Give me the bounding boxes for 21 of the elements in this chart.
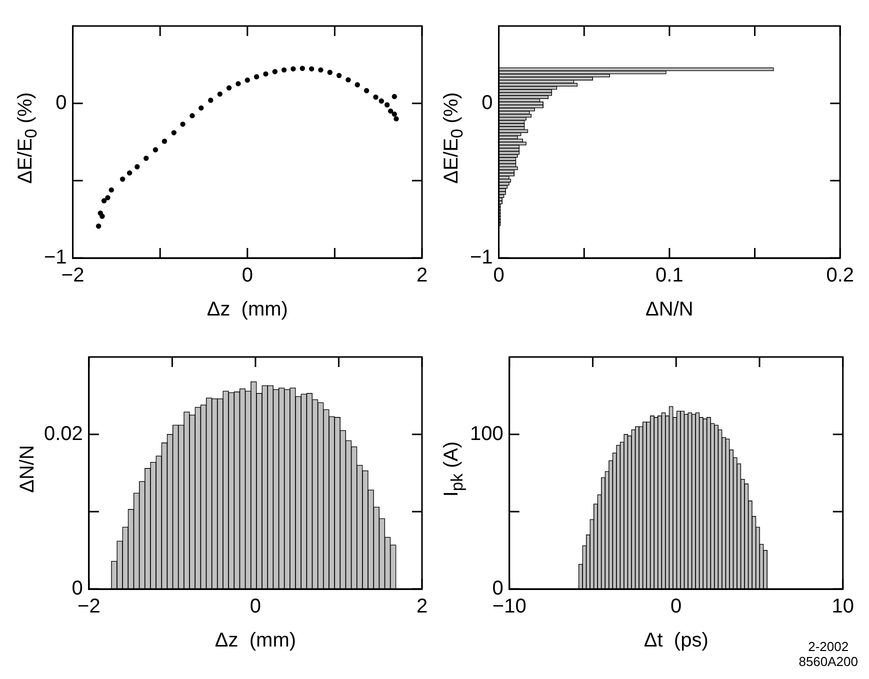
- text: 8560A200: [798, 654, 858, 669]
- x-tick-label: 0.2: [826, 264, 854, 287]
- x-tick-label: 2: [416, 264, 428, 287]
- x-tick-label: −2: [78, 596, 100, 618]
- x-tick-label: 2: [416, 596, 428, 618]
- x-axis-title: Δt (ps): [644, 630, 708, 652]
- y-tick-label: 100: [470, 422, 504, 445]
- y-tick-label: 0: [482, 92, 493, 114]
- x-tick-label: 0: [670, 596, 682, 618]
- x-tick-label: 0.1: [656, 264, 684, 287]
- y-tick-label: −1: [470, 246, 493, 269]
- x-axis-title: ΔN/N: [646, 298, 694, 321]
- x-axis-title: Δz (mm): [206, 298, 288, 321]
- x-axis-title: Δz (mm): [214, 630, 296, 652]
- text: 2-2002: [807, 639, 850, 654]
- x-tick-label: 0: [250, 596, 262, 618]
- y-axis-title: ΔN/N: [16, 445, 40, 493]
- y-tick-label: 0.02: [44, 422, 83, 445]
- y-tick-label: 0: [56, 92, 67, 114]
- x-tick-label: 0: [242, 264, 253, 287]
- x-tick-label: 10: [832, 596, 854, 618]
